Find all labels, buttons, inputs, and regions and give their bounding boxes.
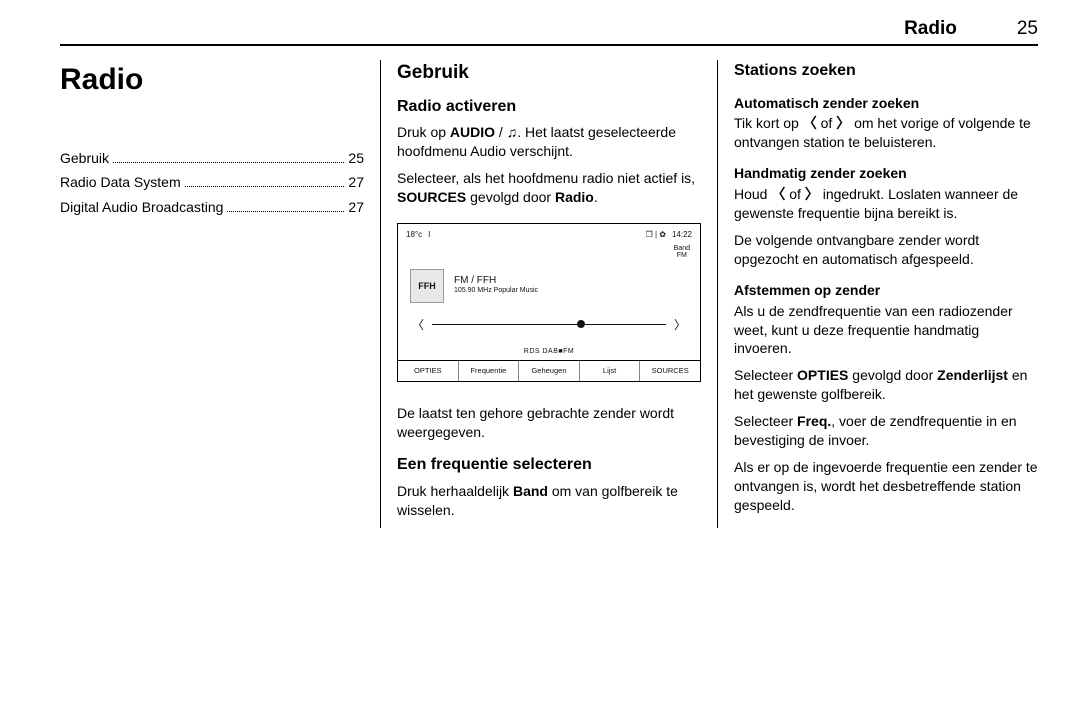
toc-dots: [113, 162, 344, 163]
text: Druk herhaaldelijk: [397, 483, 513, 499]
column-1: Radio Gebruik 25 Radio Data System 27 Di…: [60, 60, 381, 528]
radio-body: Band FM FFH FM / FFH 105.90 MHz Popular …: [398, 245, 700, 361]
toc-page: 27: [348, 173, 364, 192]
subsubsection-heading: Afstemmen op zender: [734, 281, 1038, 300]
status-icons: ❐ | ✿: [646, 230, 666, 241]
header-title: Radio: [904, 18, 957, 40]
chevron-left-icon: 〈: [771, 186, 785, 202]
text: Selecteer, als het hoofdmenu radio niet …: [397, 170, 695, 186]
text: of: [817, 115, 836, 131]
statusbar-right: ❐ | ✿ 14:22: [646, 230, 692, 241]
temperature-label: 18°c: [406, 230, 422, 241]
bold-text: AUDIO: [450, 124, 495, 140]
text: of: [785, 186, 804, 202]
paragraph: De laatst ten gehore gebrachte zender wo…: [397, 404, 701, 442]
section-heading: Gebruik: [397, 60, 701, 86]
bold-text: Band: [513, 483, 548, 499]
paragraph: De volgende ontvangbare zender wordt opg…: [734, 231, 1038, 269]
chevron-right-icon: 〉: [836, 115, 850, 131]
slider-track: [432, 324, 666, 325]
toc-dots: [185, 186, 345, 187]
text: Selecteer: [734, 413, 797, 429]
page: Radio 25 Radio Gebruik 25 Radio Data Sys…: [0, 0, 1078, 720]
text: Druk op: [397, 124, 450, 140]
toc-page: 25: [348, 149, 364, 168]
paragraph: Druk op AUDIO / ♫. Het laatst gese­lecte…: [397, 123, 701, 161]
text: /: [495, 124, 507, 140]
text: .: [594, 189, 598, 205]
bold-text: OPTIES: [797, 367, 848, 383]
column-2: Gebruik Radio activeren Druk op AUDIO / …: [381, 60, 718, 528]
tab-frequency: Frequentie: [459, 361, 520, 381]
subsubsection-heading: Automatisch zender zoeken: [734, 94, 1038, 113]
column-3: Stations zoeken Automatisch zender zoeke…: [718, 60, 1038, 528]
band-value: FM: [674, 252, 690, 260]
subsection-heading: Stations zoeken: [734, 60, 1038, 82]
toc-dots: [227, 211, 344, 212]
tab-options: OPTIES: [398, 361, 459, 381]
chevron-right-icon: 〉: [805, 186, 819, 202]
paragraph: Als er op de ingevoerde frequentie een z…: [734, 458, 1038, 515]
text: Selecteer: [734, 367, 797, 383]
next-icon: 〉: [674, 317, 686, 333]
paragraph: Selecteer, als het hoofdmenu radio niet …: [397, 169, 701, 207]
bold-text: Freq.: [797, 413, 831, 429]
tab-memory: Geheugen: [519, 361, 580, 381]
text: gevolgd door: [466, 189, 555, 205]
statusbar-left: 18°c I: [406, 230, 430, 241]
tuner-slider: 〈 〉: [410, 317, 688, 333]
toc-label: Gebruik: [60, 149, 109, 168]
toc-item: Gebruik 25: [60, 149, 364, 168]
paragraph: Houd 〈 of 〉 ingedrukt. Loslaten wanneer …: [734, 185, 1038, 223]
station-row: FFH FM / FFH 105.90 MHz Popular Music: [410, 269, 688, 303]
station-name: FM / FFH: [454, 275, 538, 287]
page-header: Radio 25: [60, 18, 1038, 46]
station-meta: 105.90 MHz Popular Music: [454, 287, 538, 295]
text: Houd: [734, 186, 771, 202]
prev-icon: 〈: [412, 317, 424, 333]
content-columns: Radio Gebruik 25 Radio Data System 27 Di…: [60, 60, 1038, 528]
clock-label: 14:22: [672, 230, 692, 241]
paragraph: Selecteer OPTIES gevolgd door Zenderlijs…: [734, 366, 1038, 404]
toc-label: Digital Audio Broadcasting: [60, 198, 223, 217]
station-text: FM / FFH 105.90 MHz Popular Music: [454, 275, 538, 295]
signal-icon: I: [428, 230, 430, 241]
tab-sources: SOURCES: [640, 361, 700, 381]
toc-item: Radio Data System 27: [60, 173, 364, 192]
station-logo: FFH: [410, 269, 444, 303]
subsection-heading: Radio activeren: [397, 96, 701, 118]
toc-label: Radio Data System: [60, 173, 181, 192]
rds-indicator: RDS DAB■FM: [410, 347, 688, 356]
paragraph: Selecteer Freq., voer de zendfre­quentie…: [734, 412, 1038, 450]
tab-bar: OPTIES Frequentie Geheugen Lijst SOURCES: [398, 360, 700, 381]
radio-screenshot: 18°c I ❐ | ✿ 14:22 Band FM FFH: [397, 223, 701, 383]
paragraph: Als u de zendfrequentie van een radi­oze…: [734, 302, 1038, 359]
paragraph: Druk herhaaldelijk Band om van golf­bere…: [397, 482, 701, 520]
text: gevolgd door: [848, 367, 937, 383]
chevron-left-icon: 〈: [803, 115, 817, 131]
tab-list: Lijst: [580, 361, 641, 381]
band-indicator: Band FM: [674, 245, 690, 260]
paragraph: Tik kort op 〈 of 〉 om het vorige of volg…: [734, 114, 1038, 152]
slider-knob: [577, 320, 585, 328]
text: Tik kort op: [734, 115, 803, 131]
toc-item: Digital Audio Broadcasting 27: [60, 198, 364, 217]
bold-text: Zenderlijst: [937, 367, 1008, 383]
bold-text: Radio: [555, 189, 594, 205]
bold-text: SOURCES: [397, 189, 466, 205]
statusbar: 18°c I ❐ | ✿ 14:22: [398, 224, 700, 245]
subsection-heading: Een frequentie selecteren: [397, 454, 701, 476]
toc-page: 27: [348, 198, 364, 217]
chapter-title: Radio: [60, 60, 364, 101]
page-number: 25: [1017, 18, 1038, 40]
band-caption: Band: [674, 245, 690, 253]
music-note-icon: ♫: [507, 123, 518, 142]
subsubsection-heading: Handmatig zender zoeken: [734, 164, 1038, 183]
